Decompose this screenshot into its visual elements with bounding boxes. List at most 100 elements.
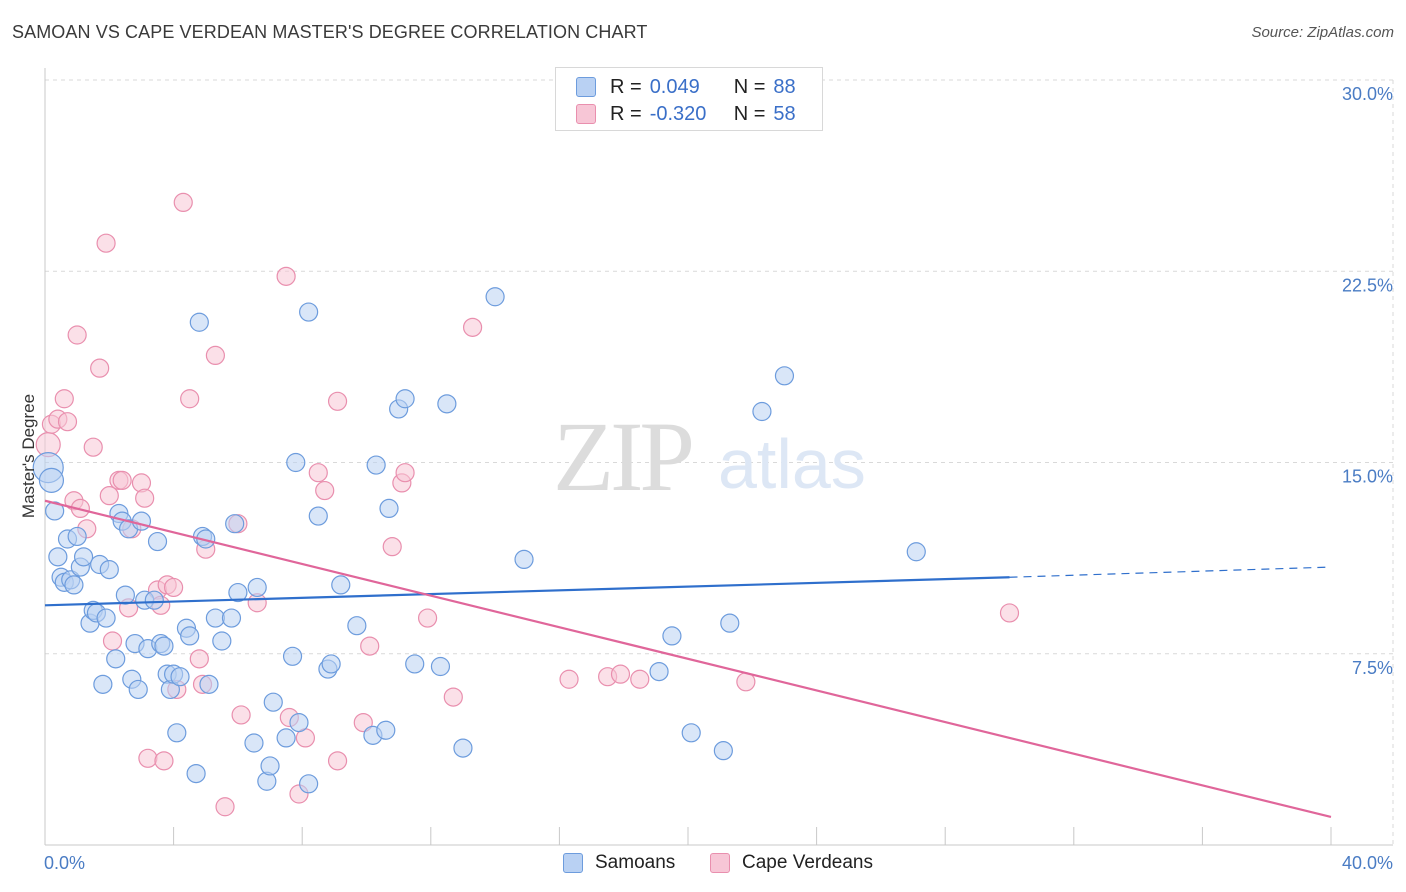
samoan-point: [212, 631, 232, 651]
samoan-point: [366, 455, 386, 475]
watermark-atlas: atlas: [718, 425, 866, 503]
capeverdeans-points: [35, 192, 1020, 817]
samoan-point: [430, 656, 451, 677]
samoan-point: [128, 679, 148, 700]
samoan-point: [906, 542, 926, 562]
watermark-zip: ZIP: [553, 401, 691, 512]
series-legend: Samoans Cape Verdeans: [0, 852, 1406, 878]
capeverdean-point: [308, 463, 328, 483]
samoans-trend-line: [44, 576, 1010, 607]
samoan-point: [263, 692, 283, 712]
capeverdean-point: [276, 266, 296, 286]
capeverdean-point: [102, 631, 123, 651]
samoan-point: [247, 577, 267, 598]
samoan-point: [48, 547, 68, 567]
capeverdeans-trend-line: [44, 499, 1332, 819]
capeverdean-point: [395, 463, 415, 483]
samoan-point: [170, 667, 190, 687]
capeverdean-point: [112, 470, 132, 490]
samoan-point: [96, 608, 116, 628]
y-tick-label: 15.0%: [1342, 467, 1393, 487]
legend-row-samoans: R = 0.049 N = 88: [576, 75, 796, 99]
samoan-point: [289, 712, 309, 733]
samoan-point: [99, 559, 119, 580]
samoan-point: [405, 654, 425, 674]
samoan-point: [186, 763, 206, 784]
y-tick-label: 22.5%: [1342, 275, 1393, 295]
capeverdean-point: [610, 664, 631, 684]
samoan-point: [73, 547, 94, 567]
samoans-points: [32, 287, 926, 794]
legend-r-label: R =: [610, 75, 642, 98]
legend-r-value: 0.049: [649, 75, 700, 98]
capeverdean-point: [135, 488, 155, 508]
capeverdeans-swatch: [576, 104, 596, 124]
capeverdean-point: [180, 389, 200, 409]
capeverdean-point: [327, 751, 348, 771]
samoan-point: [299, 774, 319, 794]
samoan-point: [45, 501, 65, 521]
samoan-point: [681, 723, 701, 743]
samoan-point: [225, 514, 245, 534]
samoan-point: [167, 723, 187, 743]
capeverdean-point: [154, 751, 174, 771]
samoan-point: [199, 674, 219, 694]
legend-n-label: N =: [733, 102, 766, 125]
samoan-point: [752, 401, 772, 422]
legend-item-samoans[interactable]: Samoans: [563, 852, 675, 874]
samoan-point: [93, 674, 113, 694]
y-tick-label: 30.0%: [1342, 84, 1393, 104]
capeverdean-point: [315, 480, 335, 501]
samoan-point: [308, 506, 328, 526]
samoan-point: [144, 590, 164, 610]
trend-lines: [44, 499, 1332, 819]
samoan-point: [244, 733, 264, 753]
samoan-point: [260, 756, 280, 776]
capeverdean-point: [138, 748, 158, 768]
capeverdean-point: [559, 669, 579, 689]
samoans-legend-swatch: [563, 853, 583, 873]
capeverdean-point: [83, 437, 103, 457]
samoan-point: [106, 649, 126, 669]
samoan-point: [282, 646, 303, 666]
samoan-point: [453, 738, 473, 758]
samoan-point: [180, 626, 200, 646]
legend-r-label: R =: [610, 102, 642, 125]
samoan-point: [347, 616, 367, 636]
samoan-point: [147, 531, 168, 552]
samoan-point: [189, 312, 209, 332]
capeverdean-point: [57, 412, 78, 432]
samoan-point: [321, 654, 341, 674]
samoan-point: [649, 661, 669, 682]
legend-n-value: 88: [773, 75, 796, 98]
samoan-point: [286, 452, 306, 473]
capeverdean-point: [382, 537, 402, 557]
samoan-point: [64, 575, 84, 595]
capeverdean-point: [67, 325, 87, 345]
correlation-legend: R = 0.049 N = 88 R = -0.320 N = 58: [555, 67, 823, 131]
samoan-point: [154, 636, 174, 656]
capeverdean-point: [99, 486, 119, 506]
tick-labels: 7.5% 15.0% 22.5% 30.0% 0.0% 40.0%: [44, 84, 1393, 873]
samoan-point: [205, 608, 225, 628]
samoan-point: [713, 741, 733, 761]
x-tick-label-min: 0.0%: [44, 853, 85, 873]
legend-n-value: 58: [773, 102, 796, 125]
capeverdean-point: [90, 358, 110, 378]
capeverdean-point: [205, 345, 225, 365]
samoan-point: [276, 728, 296, 748]
samoan-point: [720, 613, 740, 633]
capeverdean-point: [54, 389, 74, 409]
legend-label-samoans: Samoans: [595, 852, 676, 873]
samoan-point: [774, 366, 795, 386]
samoan-point: [299, 302, 319, 322]
samoan-point: [437, 394, 457, 414]
x-tick-label-max: 40.0%: [1342, 853, 1393, 873]
capeverdean-point: [327, 391, 348, 411]
samoan-point: [228, 582, 248, 603]
samoan-point: [395, 389, 415, 409]
legend-item-capeverdeans[interactable]: Cape Verdeans: [710, 852, 873, 874]
samoan-point: [662, 626, 682, 646]
capeverdean-point: [231, 705, 251, 725]
